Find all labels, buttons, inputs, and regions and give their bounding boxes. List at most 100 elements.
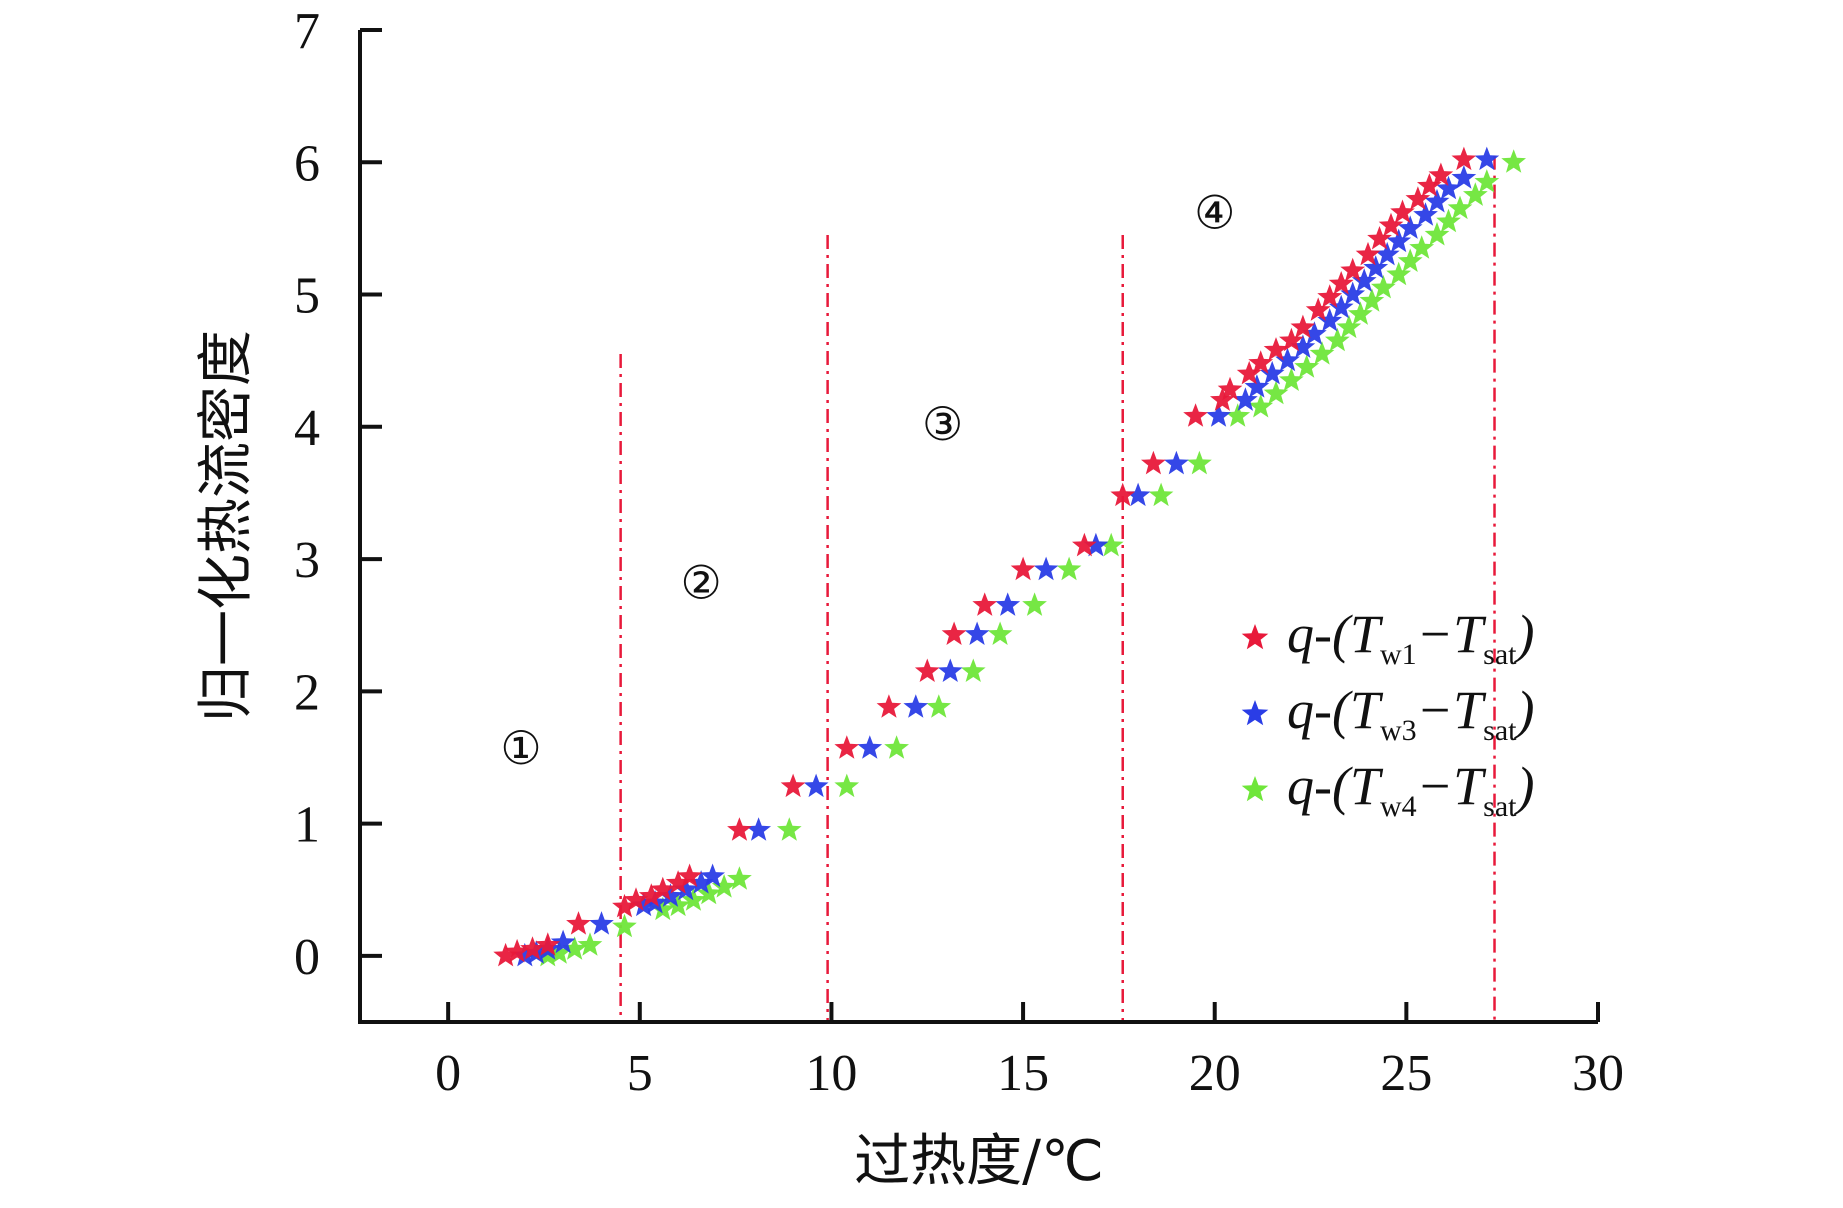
x-axis-title: 过热度/℃ <box>854 1129 1104 1194</box>
data-point-star <box>727 817 752 841</box>
data-point-star <box>1463 182 1488 206</box>
data-point-star <box>972 592 998 616</box>
data-point-star <box>1447 195 1473 220</box>
legend-text-part: ) <box>1513 604 1534 664</box>
data-point-star <box>696 880 722 905</box>
data-point-star <box>623 887 649 911</box>
data-point-star <box>1141 450 1166 475</box>
data-point-star <box>1317 308 1343 332</box>
data-point-star <box>1233 387 1258 411</box>
data-point-star <box>711 874 737 898</box>
data-point-star <box>658 883 683 907</box>
data-point-star <box>1390 199 1415 223</box>
data-point-star <box>941 621 967 645</box>
data-point-star <box>546 940 572 964</box>
data-point-star <box>857 735 883 759</box>
data-point-star <box>1367 226 1392 250</box>
data-point-star <box>876 694 902 718</box>
data-point-star <box>1474 169 1500 193</box>
legend-subscript: w1 <box>1380 638 1417 671</box>
data-point-star <box>1010 556 1036 581</box>
legend-text-part: ) <box>1513 680 1534 740</box>
axes: 0 5 10 15 20 25 30 0 1 2 3 4 5 6 7 过热度/℃ 归一化热流密度 <box>194 3 1624 1194</box>
y-tick-label: 6 <box>294 135 320 192</box>
y-tick-label: 1 <box>294 797 320 854</box>
y-tick-label: 5 <box>294 268 320 325</box>
data-point-star <box>1340 257 1366 282</box>
data-point-star <box>677 863 702 887</box>
data-point-star <box>1225 403 1251 427</box>
data-point-star <box>1244 374 1270 398</box>
data-point-star <box>1309 341 1335 365</box>
data-point-star <box>1110 482 1136 507</box>
data-point-star <box>1386 228 1412 253</box>
data-point-star <box>1424 188 1450 213</box>
data-point-star <box>780 773 806 798</box>
data-point-star <box>631 892 656 917</box>
data-point-star <box>1336 314 1362 339</box>
legend-label: q-(Tw4−Tsat) <box>1287 756 1534 823</box>
legend-marker-star <box>1241 624 1269 650</box>
legend-marker-star <box>1241 700 1269 726</box>
data-point-star <box>1451 146 1477 171</box>
data-point-star <box>1187 450 1212 475</box>
region-label: ① <box>500 721 541 775</box>
data-point-star <box>1263 337 1289 361</box>
data-point-star <box>1436 175 1461 200</box>
data-point-star <box>1125 482 1151 507</box>
legend-item: q-(Tw1−Tsat) <box>1241 604 1534 671</box>
data-point-star <box>776 817 802 841</box>
data-point-star <box>1325 327 1350 352</box>
data-point-star <box>1302 321 1327 345</box>
data-point-star <box>1378 212 1404 237</box>
series-w1 <box>493 146 1477 967</box>
x-tick-label: 5 <box>627 1045 653 1102</box>
legend-text-part: q-(T <box>1287 604 1384 664</box>
x-tick-label: 30 <box>1572 1045 1624 1102</box>
legend-subscript: sat <box>1483 714 1517 747</box>
region-label: ③ <box>922 397 963 451</box>
data-point-star <box>612 893 637 918</box>
data-point-star <box>1275 347 1300 372</box>
legend-subscript: sat <box>1483 790 1517 823</box>
data-point-star <box>1424 222 1450 246</box>
data-point-star <box>834 735 860 759</box>
data-point-star <box>926 694 952 718</box>
data-point-star <box>1206 403 1231 427</box>
y-tick-label: 7 <box>294 3 320 60</box>
data-point-star <box>566 911 591 935</box>
data-point-star <box>1148 482 1174 507</box>
data-point-star <box>1474 146 1500 171</box>
data-point-star <box>1405 186 1431 210</box>
data-point-star <box>1279 327 1304 352</box>
legend-text-part: −T <box>1417 756 1487 816</box>
data-point-star <box>688 870 714 894</box>
data-point-star <box>550 929 576 954</box>
data-point-star <box>700 863 725 887</box>
data-point-star <box>638 883 664 907</box>
data-point-star <box>1417 173 1442 197</box>
data-point-star <box>1022 592 1047 616</box>
y-axis-title: 归一化热流密度 <box>194 330 259 722</box>
data-point-star <box>1279 367 1304 391</box>
data-point-star <box>1374 241 1400 266</box>
x-tick-label: 0 <box>435 1045 461 1102</box>
y-tick-label: 3 <box>294 532 320 589</box>
data-point-star <box>834 773 860 798</box>
data-point-star <box>512 942 538 967</box>
legend-marker-star <box>1241 776 1269 802</box>
data-point-star <box>673 876 699 901</box>
data-point-star <box>577 932 603 956</box>
data-point-star <box>1248 394 1274 418</box>
data-point-star <box>937 658 963 682</box>
legend-text-part: −T <box>1417 604 1487 664</box>
data-point-star <box>995 592 1021 616</box>
data-point-star <box>884 735 909 759</box>
data-point-star <box>1236 360 1262 385</box>
data-point-star <box>1033 556 1059 581</box>
region-labels: ① ② ③ ④ <box>500 185 1235 775</box>
y-tick-label: 0 <box>294 929 320 986</box>
data-point-star <box>681 887 706 911</box>
data-point-star <box>1397 215 1423 239</box>
legend-item: q-(Tw3−Tsat) <box>1241 680 1534 747</box>
